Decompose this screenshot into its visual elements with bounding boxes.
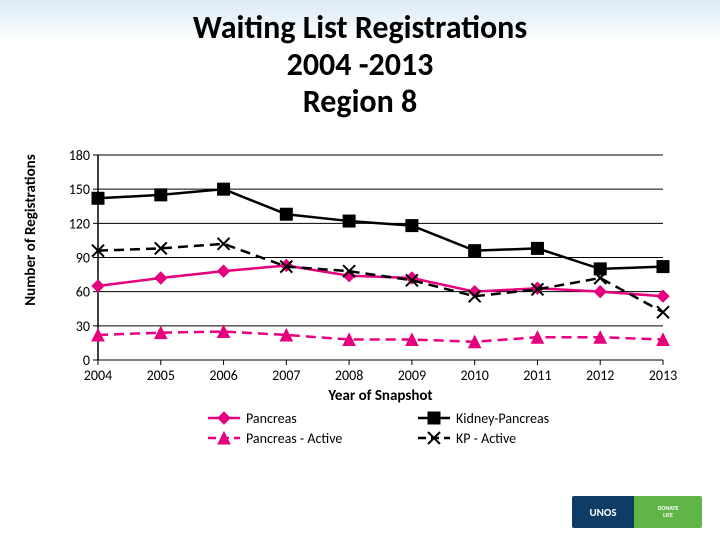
- logo-right-line2: LIFE: [663, 512, 673, 519]
- unos-logo: UNOS DONATE LIFE: [572, 496, 702, 528]
- svg-text:2006: 2006: [209, 367, 237, 384]
- page-title: Waiting List Registrations 2004 -2013 Re…: [0, 10, 720, 120]
- svg-text:Pancreas - Active: Pancreas - Active: [246, 430, 342, 447]
- svg-text:90: 90: [76, 250, 90, 267]
- chart-container: 0306090120150180200420052006200720082009…: [40, 150, 690, 430]
- svg-text:2008: 2008: [335, 367, 363, 384]
- svg-text:2011: 2011: [523, 367, 551, 384]
- title-line-3: Region 8: [0, 84, 720, 121]
- title-line-2: 2004 -2013: [0, 47, 720, 84]
- svg-text:2013: 2013: [649, 367, 677, 384]
- svg-text:150: 150: [69, 181, 90, 198]
- svg-text:30: 30: [76, 318, 90, 335]
- svg-text:180: 180: [69, 150, 90, 164]
- svg-text:2009: 2009: [398, 367, 426, 384]
- svg-text:Pancreas: Pancreas: [246, 410, 297, 427]
- svg-text:60: 60: [76, 284, 90, 301]
- svg-text:2005: 2005: [147, 367, 175, 384]
- svg-text:120: 120: [69, 215, 90, 232]
- logo-left-text: UNOS: [589, 506, 616, 519]
- y-axis-label: Number of Registrations: [22, 90, 40, 370]
- logo-right: DONATE LIFE: [634, 496, 702, 528]
- svg-text:Kidney-Pancreas: Kidney-Pancreas: [456, 410, 549, 427]
- svg-text:KP - Active: KP - Active: [456, 430, 516, 447]
- svg-text:2007: 2007: [272, 367, 300, 384]
- logo-left: UNOS: [572, 496, 634, 528]
- svg-text:2012: 2012: [586, 367, 614, 384]
- svg-text:2010: 2010: [460, 367, 488, 384]
- svg-text:Year of Snapshot: Year of Snapshot: [327, 387, 432, 405]
- svg-text:2004: 2004: [84, 367, 112, 384]
- chart-svg: 0306090120150180200420052006200720082009…: [40, 150, 690, 460]
- title-line-1: Waiting List Registrations: [0, 10, 720, 47]
